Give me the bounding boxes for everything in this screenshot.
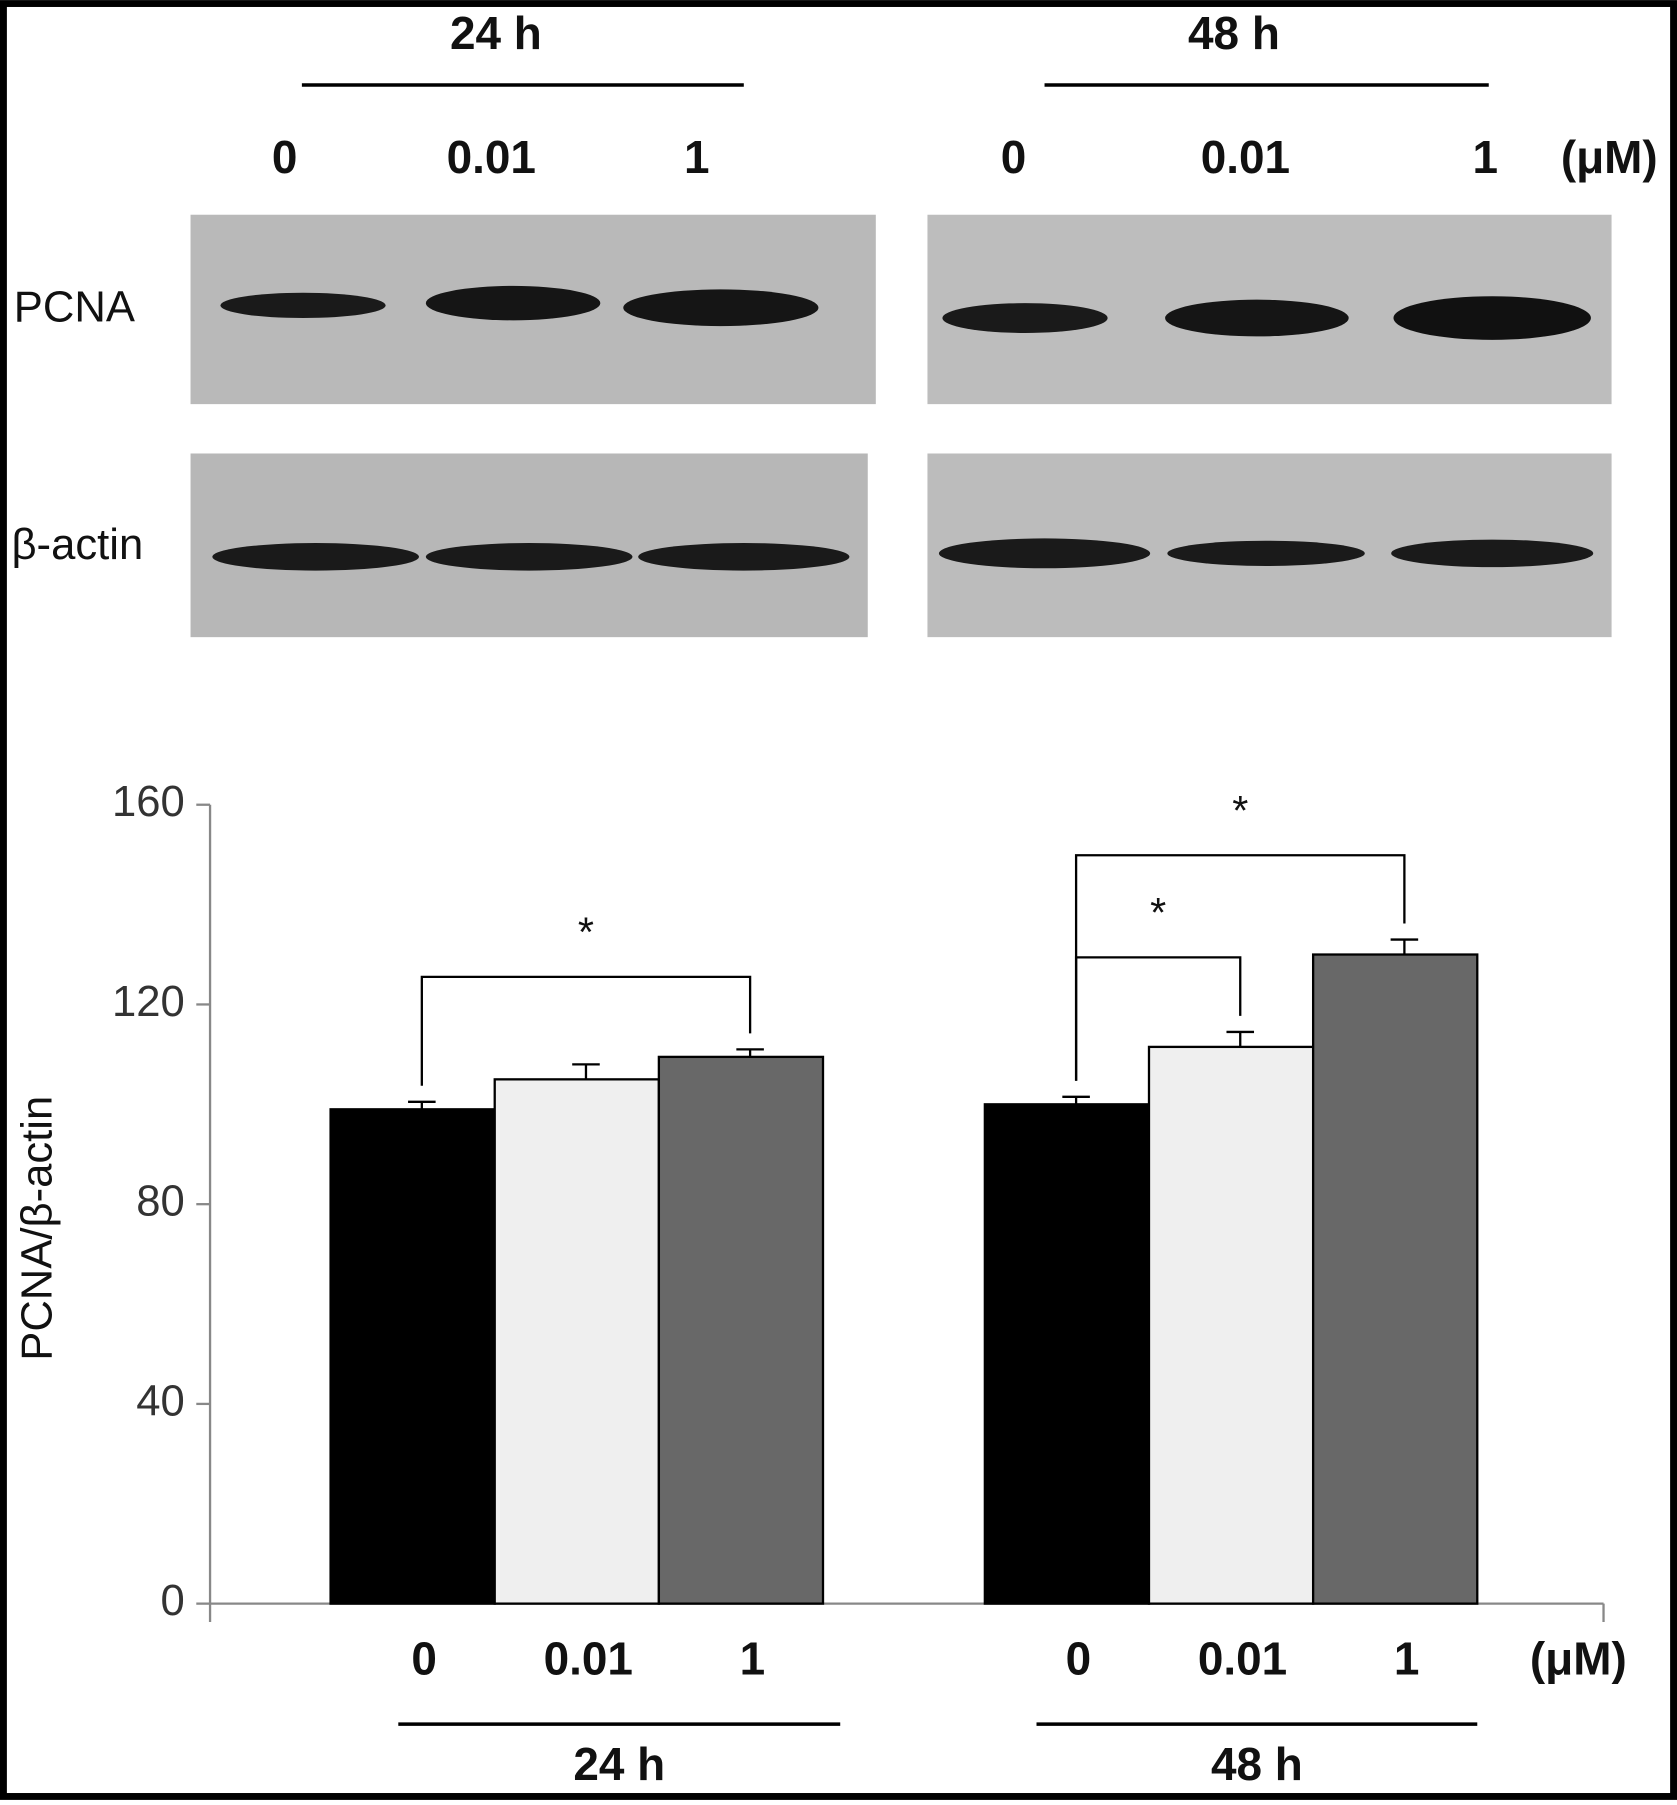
dose-label: 0.01	[1201, 131, 1290, 183]
dose-label: 1	[684, 131, 710, 183]
band	[1391, 539, 1594, 568]
x-tick-label: 0.01	[1198, 1632, 1287, 1684]
y-tick-label: 80	[136, 1178, 185, 1226]
blot-panels	[190, 83, 1612, 638]
unit-label: (μM)	[1561, 131, 1658, 183]
row-label: β-actin	[11, 521, 143, 569]
row-label: PCNA	[14, 284, 135, 332]
y-tick-label: 160	[112, 778, 185, 826]
y-axis-label: PCNA/β-actin	[14, 1096, 62, 1361]
dose-label: 1	[1473, 131, 1499, 183]
group-label: 24 h	[573, 1738, 665, 1790]
dose-label: 0	[272, 131, 298, 183]
significance-bracket	[420, 975, 752, 1086]
significance-label: *	[578, 910, 594, 956]
x-tick-label: 0.01	[544, 1632, 633, 1684]
significance-bracket	[1074, 854, 1406, 1081]
bar	[1147, 1045, 1315, 1605]
bar	[1311, 953, 1479, 1605]
significance-label: *	[1150, 890, 1166, 936]
bar	[657, 1055, 825, 1605]
unit-label: (μM)	[1530, 1632, 1627, 1684]
bar	[493, 1078, 661, 1605]
band	[942, 303, 1108, 333]
band	[425, 543, 633, 571]
x-tick-label: 1	[1394, 1632, 1420, 1684]
x-tick-label: 1	[740, 1632, 766, 1684]
x-tick-label: 0	[411, 1632, 437, 1684]
band	[212, 543, 419, 571]
dose-label: 0.01	[447, 131, 536, 183]
group-label: 48 h	[1211, 1738, 1303, 1790]
band	[425, 285, 601, 321]
bar	[329, 1108, 496, 1605]
significance-label: *	[1232, 788, 1248, 834]
y-tick-label: 40	[136, 1377, 185, 1425]
dose-label: 0	[1001, 131, 1027, 183]
time-label: 48 h	[1188, 7, 1280, 59]
band	[623, 289, 819, 327]
band	[220, 292, 386, 319]
band	[638, 543, 850, 571]
bar	[983, 1103, 1151, 1605]
x-tick-label: 0	[1066, 1632, 1092, 1684]
time-label: 24 h	[450, 7, 542, 59]
y-tick-label: 120	[112, 978, 185, 1026]
band	[938, 538, 1151, 569]
y-tick-label: 0	[161, 1577, 185, 1625]
band	[1165, 299, 1349, 337]
band	[1393, 296, 1591, 340]
band	[1167, 540, 1365, 566]
